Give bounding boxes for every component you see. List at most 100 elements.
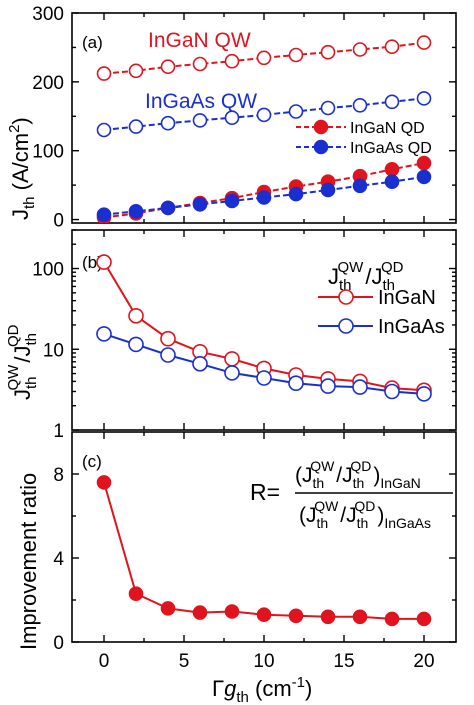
data-point <box>96 66 112 81</box>
legend-ingaas-label: InGaAs <box>378 316 445 338</box>
ylabel-sub-th: th <box>21 196 38 209</box>
legend-ingan-qd-label: InGaN QD <box>350 120 425 137</box>
data-point <box>416 35 432 50</box>
data-point <box>128 336 144 353</box>
improvement-formula: R= (JthQW/JthQD)InGaN (JthQW/JthQD)InGaA… <box>250 458 453 531</box>
data-point <box>128 119 144 134</box>
formula-lhs: R= <box>250 479 280 505</box>
data-point <box>288 608 304 624</box>
data-point <box>224 365 240 381</box>
y-tick-label: 10 <box>43 340 64 361</box>
data-point <box>96 207 112 222</box>
data-point <box>416 169 432 185</box>
data-point <box>384 383 400 400</box>
data-point <box>352 178 368 194</box>
legend-title-sub2: th <box>382 277 395 294</box>
data-point <box>96 122 112 138</box>
y-tick-label: 0 <box>53 211 64 232</box>
y-tick-label: 300 <box>32 4 64 25</box>
panel-b-ylabel: JthQW/JthQD <box>5 324 40 400</box>
x-tick-label: 5 <box>179 651 190 672</box>
data-point <box>128 204 144 219</box>
data-point <box>96 475 112 490</box>
y-tick-label: 200 <box>32 73 64 94</box>
ylabel-unit: (A/cm <box>8 133 33 197</box>
annotation-ingaas-qw: InGaAs QW <box>145 90 257 113</box>
x-tick-label: 10 <box>253 651 274 672</box>
data-point <box>256 607 272 623</box>
legend-ingaas-qd-label: InGaAs QD <box>350 140 432 157</box>
legend-ingaas-marker <box>338 318 354 334</box>
data-point <box>416 91 432 106</box>
data-point <box>128 307 144 324</box>
data-point <box>224 110 240 125</box>
y-tick-label: 100 <box>32 142 64 163</box>
panel-c-ticks: 0 4 8 0 5 10 15 20 <box>53 432 456 672</box>
data-point <box>96 326 112 342</box>
formula-denominator: (JthQW/JthQD)InGaAs <box>299 498 431 531</box>
data-point <box>384 174 400 189</box>
data-point <box>256 190 272 205</box>
panel-b-legend: InGaN InGaAs <box>318 287 445 338</box>
panel-a: (a) 0 100 200 300 InGaN QW InGaAs QW InGaN … <box>6 4 457 232</box>
annotation-ingan-qw: InGaN QW <box>148 29 251 52</box>
y-tick-label: 1 <box>53 421 64 442</box>
data-point <box>224 193 240 209</box>
panel-a-ticks: 0 100 200 300 <box>32 4 456 232</box>
data-point <box>416 386 432 402</box>
data-point <box>320 44 336 60</box>
panel-a-label: (a) <box>82 33 103 52</box>
x-tick-label: 15 <box>333 651 354 672</box>
data-point <box>320 100 336 116</box>
data-point <box>288 186 304 202</box>
data-point <box>320 609 336 625</box>
data-point <box>384 94 400 110</box>
legend-ingan-marker <box>338 289 354 305</box>
data-point <box>224 351 240 367</box>
data-point <box>384 162 400 177</box>
legend-ingan-label: InGaN <box>378 287 436 309</box>
data-point <box>192 605 208 620</box>
data-point <box>288 104 304 119</box>
data-point <box>256 50 272 66</box>
data-point <box>160 115 176 131</box>
panel-b-legend-title: JthQW/JthQD <box>328 259 404 294</box>
data-point <box>320 378 336 394</box>
data-point <box>256 107 272 123</box>
data-point <box>320 182 336 198</box>
x-axis-label: Γgth (cm-1) <box>212 674 312 705</box>
data-point <box>128 586 144 602</box>
data-point <box>352 42 368 57</box>
legend-ingaas-qd-marker <box>313 139 329 155</box>
y-tick-label: 8 <box>53 465 64 486</box>
data-point <box>352 609 368 625</box>
data-point <box>224 53 240 69</box>
panel-c-series <box>96 475 432 627</box>
data-point <box>192 355 208 372</box>
data-point <box>288 47 304 63</box>
ylabel-close: ) <box>8 117 33 124</box>
legend-title-sup2: QD <box>381 259 404 276</box>
panel-b-series <box>96 254 432 402</box>
panel-b-ticks: 1 10 100 <box>32 229 456 442</box>
data-point <box>192 56 208 72</box>
formula-numerator: (JthQW/JthQD)InGaN <box>295 458 421 491</box>
data-point <box>192 197 208 212</box>
data-point <box>288 375 304 392</box>
panel-c: (c) 0 4 8 0 5 10 15 20 R= (JthQW/JthQD)InGaN (J… <box>16 431 457 705</box>
panel-c-label: (c) <box>82 452 102 471</box>
data-point <box>384 39 400 55</box>
data-point <box>224 604 240 619</box>
data-point <box>160 200 176 216</box>
panel-a-legend: InGaN QD InGaAs QD <box>296 119 432 157</box>
panel-a-ylabel: Jth (A/cm2) <box>6 117 38 220</box>
data-point <box>256 370 272 386</box>
x-tick-label: 0 <box>99 651 110 672</box>
data-point <box>96 254 112 270</box>
y-tick-label: 4 <box>53 549 64 570</box>
data-point <box>352 98 368 113</box>
data-point <box>160 59 176 74</box>
